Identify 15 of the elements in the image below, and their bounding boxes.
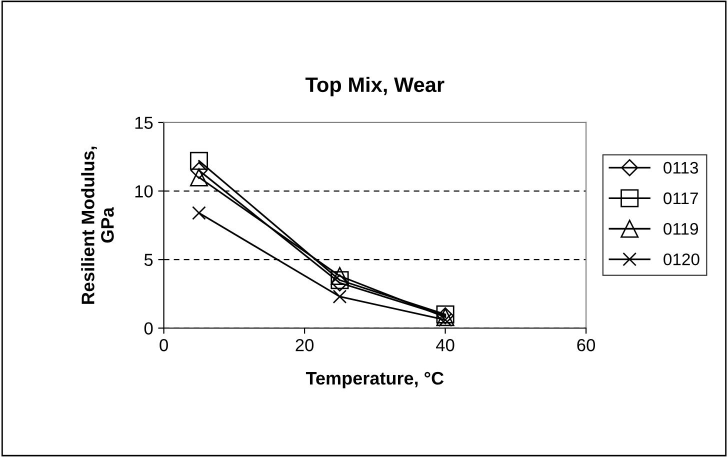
x-tick-label: 20 (296, 339, 314, 352)
x-axis-title: Temperature, °C (306, 372, 444, 388)
legend-label: 0113 (664, 162, 698, 174)
y-tick-label: 15 (135, 116, 153, 129)
legend-label: 0120 (664, 253, 700, 266)
y-tick-label: 10 (135, 185, 153, 198)
x-tick-label: 40 (436, 339, 454, 352)
x-tick-label: 60 (577, 339, 596, 352)
y-tick-label: 5 (144, 254, 153, 266)
y-tick-label: 0 (144, 322, 153, 335)
legend-label: 0117 (664, 192, 698, 204)
y-axis-title: Resilient Modulus, GPa (81, 146, 114, 304)
legend-label: 0119 (664, 222, 698, 235)
x-tick-label: 0 (160, 339, 168, 352)
chart-title: Top Mix, Wear (306, 76, 444, 96)
